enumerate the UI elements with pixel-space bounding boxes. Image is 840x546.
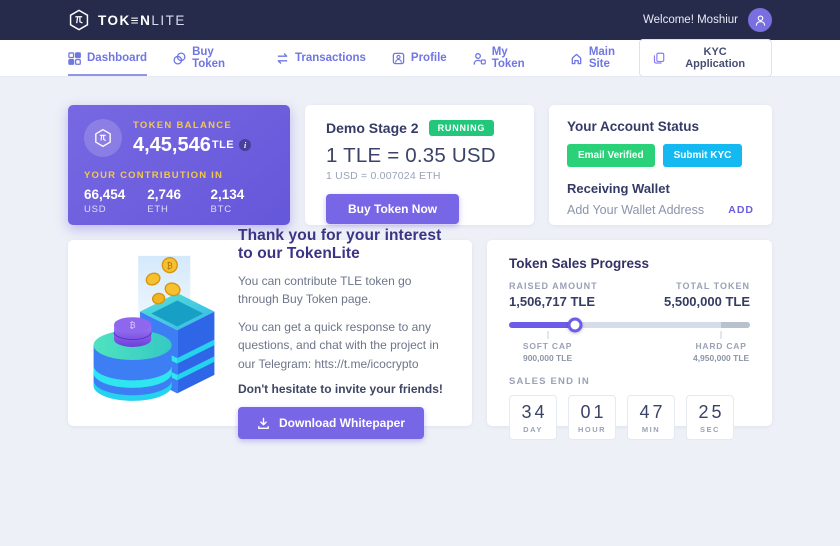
thank-you-card: ₿ ₿ Thank you for your interest to our T… <box>68 227 472 440</box>
contribution-title: YOUR CONTRIBUTION IN <box>84 170 224 181</box>
thank-you-paragraph-2: You can get a quick response to any ques… <box>238 319 439 371</box>
countdown-hour: 01 HOUR <box>568 395 616 440</box>
email-verified-badge[interactable]: Email Verified <box>567 144 655 167</box>
countdown-day: 34 DAY <box>509 395 557 440</box>
svg-text:₿: ₿ <box>167 260 173 270</box>
account-status-title: Your Account Status <box>567 119 700 134</box>
submit-kyc-badge[interactable]: Submit KYC <box>662 144 743 167</box>
tab-dashboard[interactable]: Dashboard <box>68 40 148 76</box>
soft-cap-label: SOFT CAP 900,000 TLE <box>522 341 573 363</box>
tokenlite-hexagon-icon <box>68 9 90 31</box>
svg-text:₿: ₿ <box>130 320 136 330</box>
home-icon <box>571 53 582 64</box>
user-icon <box>755 14 765 26</box>
contribution-btc: 2,134 BTC <box>210 187 245 215</box>
tokenlite-hexagon-icon <box>95 128 111 148</box>
user-token-icon <box>473 52 486 65</box>
user-box: Welcome! Moshiur <box>643 8 772 32</box>
raised-amount: RAISED AMOUNT 1,506,717 TLE <box>509 281 598 309</box>
tab-my-token[interactable]: My Token <box>473 40 544 76</box>
total-token: TOTAL TOKEN 5,500,000 TLE <box>664 281 750 309</box>
buy-token-now-button[interactable]: Buy Token Now <box>326 194 460 224</box>
id-card-icon <box>392 52 405 64</box>
sales-progress-slider: SOFT CAP 900,000 TLE HARD CAP 4,950,000 … <box>509 317 750 363</box>
user-avatar[interactable] <box>748 8 772 32</box>
account-status-card: Your Account Status Email Verified Submi… <box>549 105 772 225</box>
tab-main-site[interactable]: Main Site <box>570 40 639 76</box>
sale-stage-card: Demo Stage 2 RUNNING 1 TLE = 0.35 USD 1 … <box>305 105 534 225</box>
token-balance-card: TOKEN BALANCE 4,45,546 TLE i YOUR CONTRIB… <box>68 105 290 225</box>
thank-you-title: Thank you for your interest to our Token… <box>238 226 442 262</box>
wallet-address-placeholder: Add Your Wallet Address <box>567 203 705 217</box>
running-status-badge: RUNNING <box>428 120 495 136</box>
countdown-min: 47 MIN <box>627 395 675 440</box>
balance-amount: 4,45,546 TLE i <box>133 134 252 157</box>
progress-fill <box>509 322 576 328</box>
progress-handle[interactable] <box>567 317 583 333</box>
brand-name: TOK≡NLITE <box>98 12 186 28</box>
hard-cap-tick <box>720 331 722 339</box>
hard-cap-label: HARD CAP 4,950,000 TLE <box>692 341 750 363</box>
contribution-eth: 2,746 ETH <box>147 187 182 215</box>
balance-title: TOKEN BALANCE <box>133 119 233 131</box>
tab-transactions[interactable]: Transactions <box>276 40 366 76</box>
contribution-usd: 66,454 USD <box>84 187 126 215</box>
download-whitepaper-button[interactable]: Download Whitepaper <box>238 407 424 440</box>
stage-title: Demo Stage 2 <box>326 120 419 136</box>
dashboard-content: TOKEN BALANCE 4,45,546 TLE i YOUR CONTRIB… <box>68 77 772 440</box>
swap-arrows-icon <box>277 52 288 64</box>
usd-eth-rate: 1 USD = 0.007024 ETH <box>326 170 441 182</box>
main-navbar: Dashboard Buy Token Transactions <box>0 39 840 77</box>
tab-buy-token[interactable]: Buy Token <box>173 40 250 76</box>
token-logo-circle <box>84 119 122 157</box>
thank-you-paragraph-1: You can contribute TLE token go through … <box>238 273 412 307</box>
token-rate: 1 TLE = 0.35 USD <box>326 144 496 167</box>
soft-cap-tick <box>547 331 549 339</box>
sales-end-label: SALES END IN <box>509 376 590 387</box>
add-wallet-link[interactable]: ADD <box>728 204 754 216</box>
top-header: TOK≡NLITE Welcome! Moshiur <box>0 0 840 40</box>
info-icon[interactable]: i <box>239 139 252 151</box>
dashboard-icon <box>68 51 81 65</box>
document-icon <box>654 52 665 64</box>
coins-icon <box>173 51 186 65</box>
download-icon <box>258 417 269 430</box>
countdown-sec: 25 SEC <box>686 395 734 440</box>
welcome-text: Welcome! Moshiur <box>642 14 738 26</box>
token-sales-progress-card: Token Sales Progress RAISED AMOUNT 1,506… <box>487 240 772 440</box>
tab-profile[interactable]: Profile <box>392 40 447 76</box>
invite-friends-text: Don't hesitate to invite your friends! <box>238 382 443 397</box>
coins-illustration: ₿ ₿ <box>80 254 228 412</box>
countdown-timer: 34 DAY 01 HOUR 47 MIN 25 SEC <box>509 395 750 440</box>
kyc-application-button[interactable]: KYC Application <box>639 39 772 77</box>
hard-cap-segment <box>721 322 750 328</box>
receiving-wallet-title: Receiving Wallet <box>567 181 670 196</box>
brand-logo[interactable]: TOK≡NLITE <box>68 9 186 31</box>
progress-title: Token Sales Progress <box>509 256 650 271</box>
